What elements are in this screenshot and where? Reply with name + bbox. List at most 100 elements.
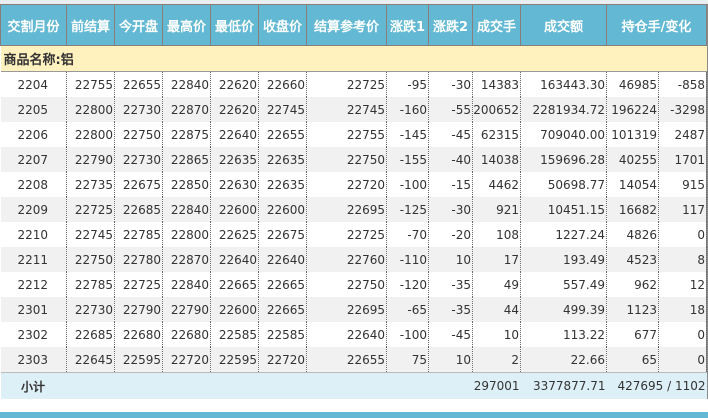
subtotal-spacer: [66, 372, 473, 399]
table-cell: 22695: [306, 297, 387, 322]
table-cell: 22840: [162, 272, 211, 297]
table-row[interactable]: 2303 22645 22595 22720 22595 22720 22655 75 10 2 2…: [0, 347, 707, 373]
table-cell: 22640: [306, 322, 387, 347]
table-cell: 2206: [0, 122, 67, 147]
table-cell: 22600: [210, 297, 259, 322]
column-header[interactable]: 最高价: [162, 4, 211, 46]
table-row[interactable]: 2208 22735 22675 22850 22630 22635 22720 -100 -1…: [0, 172, 707, 197]
table-cell: 2208: [0, 172, 67, 197]
column-header[interactable]: 持仓手/变化: [606, 4, 707, 46]
table-cell: 108: [472, 222, 521, 247]
column-header[interactable]: 结算参考价: [306, 4, 387, 46]
table-cell: -45: [428, 122, 473, 147]
table-cell: 22760: [306, 247, 387, 272]
table-cell: 2487: [658, 122, 707, 147]
table-cell: 1701: [658, 147, 707, 172]
table-cell: 0: [658, 347, 707, 373]
column-header[interactable]: 成交额: [520, 4, 607, 46]
table-cell: 915: [658, 172, 707, 197]
table-cell: 2211: [0, 247, 67, 272]
table-cell: 557.49: [520, 272, 607, 297]
table-cell: 2303: [0, 347, 67, 373]
table-cell: 22730: [114, 97, 163, 122]
table-cell: 22850: [162, 172, 211, 197]
table-cell: 22695: [306, 197, 387, 222]
table-cell: 22840: [162, 71, 211, 97]
table-cell: 0: [658, 322, 707, 347]
table-cell: 22755: [306, 122, 387, 147]
table-cell: 22655: [114, 71, 163, 97]
table-cell: 46985: [606, 71, 659, 97]
table-cell: 2281934.72: [520, 97, 607, 122]
table-row[interactable]: 2211 22750 22780 22870 22640 22640 22760 -110 10…: [0, 247, 707, 272]
table-cell: 22755: [66, 71, 115, 97]
table-cell: 2302: [0, 322, 67, 347]
table-row[interactable]: 2209 22725 22685 22840 22600 22600 22695 -125 -3…: [0, 197, 707, 222]
table-cell: -65: [386, 297, 429, 322]
table-row[interactable]: 2205 22800 22730 22870 22620 22745 22745 -160 -5…: [0, 97, 707, 122]
subtotal-label: 小计: [0, 372, 67, 399]
table-cell: 921: [472, 197, 521, 222]
table-cell: 10451.15: [520, 197, 607, 222]
table-cell: 2212: [0, 272, 67, 297]
table-cell: -3298: [658, 97, 707, 122]
table-cell: 22665: [258, 297, 307, 322]
futures-quote-table: 交割月份 前结算 今开盘 最高价 最低价 收盘价 结算参考价 涨跌1 涨跌2 成交手 成交额 持仓手/…: [0, 4, 707, 399]
column-header[interactable]: 收盘价: [258, 4, 307, 46]
table-cell: 22720: [258, 347, 307, 373]
table-row[interactable]: 2206 22800 22750 22875 22640 22655 22755 -145 -4…: [0, 122, 707, 147]
table-cell: 22600: [258, 197, 307, 222]
table-cell: 22720: [306, 172, 387, 197]
table-cell: 22620: [210, 71, 259, 97]
table-cell: 22625: [210, 222, 259, 247]
table-cell: 22750: [114, 122, 163, 147]
table-row[interactable]: 2204 22755 22655 22840 22620 22660 22725 -95 -30…: [0, 71, 707, 97]
table-cell: 22685: [114, 197, 163, 222]
table-cell: 22725: [66, 197, 115, 222]
table-cell: 22870: [162, 97, 211, 122]
table-cell: -120: [386, 272, 429, 297]
table-cell: 2204: [0, 71, 67, 97]
table-cell: 14054: [606, 172, 659, 197]
table-cell: 2210: [0, 222, 67, 247]
table-cell: 22800: [162, 222, 211, 247]
column-header[interactable]: 涨跌2: [428, 4, 473, 46]
table-row[interactable]: 2301 22730 22790 22790 22600 22665 22695 -65 -35…: [0, 297, 707, 322]
table-cell: 113.22: [520, 322, 607, 347]
table-cell: 117: [658, 197, 707, 222]
table-row[interactable]: 2302 22685 22680 22680 22585 22585 22640 -100 -4…: [0, 322, 707, 347]
column-header[interactable]: 涨跌1: [386, 4, 429, 46]
table-row[interactable]: 2207 22790 22730 22865 22635 22635 22750 -155 -4…: [0, 147, 707, 172]
table-cell: -100: [386, 172, 429, 197]
table-cell: 17: [472, 247, 521, 272]
table-cell: 22675: [258, 222, 307, 247]
table-cell: 22870: [162, 247, 211, 272]
table-cell: 22660: [258, 71, 307, 97]
column-header[interactable]: 前结算: [66, 4, 115, 46]
table-cell: 22745: [66, 222, 115, 247]
table-cell: 22730: [66, 297, 115, 322]
table-row[interactable]: 2210 22745 22785 22800 22625 22675 22725 -70 -20…: [0, 222, 707, 247]
table-cell: 22595: [210, 347, 259, 373]
column-header[interactable]: 交割月份: [0, 4, 67, 46]
table-cell: 22790: [114, 297, 163, 322]
subtotal-row: 小计 297001 3377877.71 427695 / 1102: [0, 372, 707, 399]
table-cell: -20: [428, 222, 473, 247]
column-header[interactable]: 今开盘: [114, 4, 163, 46]
table-cell: 22750: [306, 272, 387, 297]
table-cell: 75: [386, 347, 429, 373]
table-cell: 22635: [258, 172, 307, 197]
table-cell: 22745: [306, 97, 387, 122]
table-cell: 22875: [162, 122, 211, 147]
column-header[interactable]: 成交手: [472, 4, 521, 46]
table-cell: 22630: [210, 172, 259, 197]
table-cell: 196224: [606, 97, 659, 122]
table-cell: -858: [658, 71, 707, 97]
column-header[interactable]: 最低价: [210, 4, 259, 46]
table-cell: 709040.00: [520, 122, 607, 147]
table-cell: -30: [428, 197, 473, 222]
table-cell: 0: [658, 222, 707, 247]
table-row[interactable]: 2212 22785 22725 22840 22665 22665 22750 -120 -3…: [0, 272, 707, 297]
subtotal-turnover: 3377877.71: [520, 372, 607, 399]
futures-table-container[interactable]: 交割月份 前结算 今开盘 最高价 最低价 收盘价 结算参考价 涨跌1 涨跌2 成交手 成交额 持仓手/…: [0, 4, 708, 399]
